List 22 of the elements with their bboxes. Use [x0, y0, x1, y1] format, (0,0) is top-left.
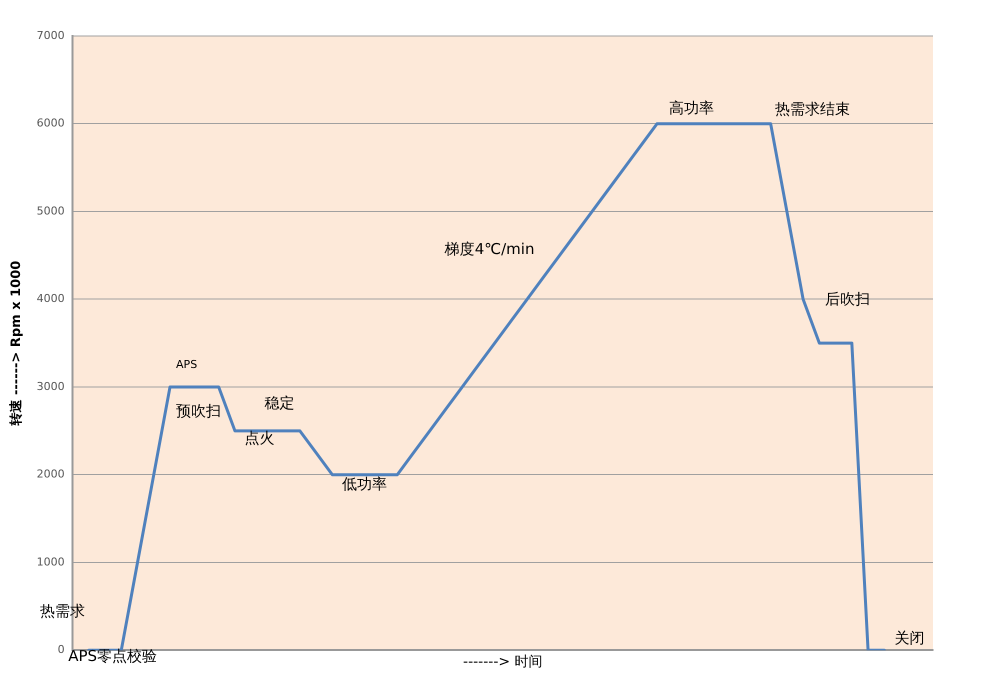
- annotation: 梯度4℃/min: [444, 240, 534, 258]
- y-axis-title: 转速 ------> Rpm x 1000: [9, 260, 24, 427]
- y-tick-label: 5000: [36, 204, 65, 218]
- annotation: 高功率: [669, 98, 714, 117]
- annotation: APS: [176, 358, 198, 371]
- y-tick-label: 0: [58, 643, 65, 656]
- annotation: 预吹扫: [176, 402, 222, 420]
- y-tick-label: 4000: [36, 292, 65, 306]
- y-tick-label: 6000: [36, 116, 65, 130]
- annotation: 关闭: [894, 628, 925, 647]
- y-tick-label: 7000: [36, 28, 65, 42]
- x-axis-title: -------> 时间: [463, 654, 543, 670]
- annotation: 后吹扫: [825, 290, 870, 308]
- annotation: 热需求: [40, 602, 86, 620]
- y-tick-label: 1000: [36, 555, 65, 568]
- annotation: 热需求结束: [775, 100, 850, 118]
- y-tick-label: 2000: [36, 468, 65, 481]
- annotation: 低功率: [342, 474, 388, 493]
- annotation: 稳定: [264, 394, 295, 412]
- y-tick-label: 3000: [36, 380, 65, 393]
- annotation: APS零点校验: [68, 646, 158, 665]
- annotation: 点火: [244, 428, 275, 447]
